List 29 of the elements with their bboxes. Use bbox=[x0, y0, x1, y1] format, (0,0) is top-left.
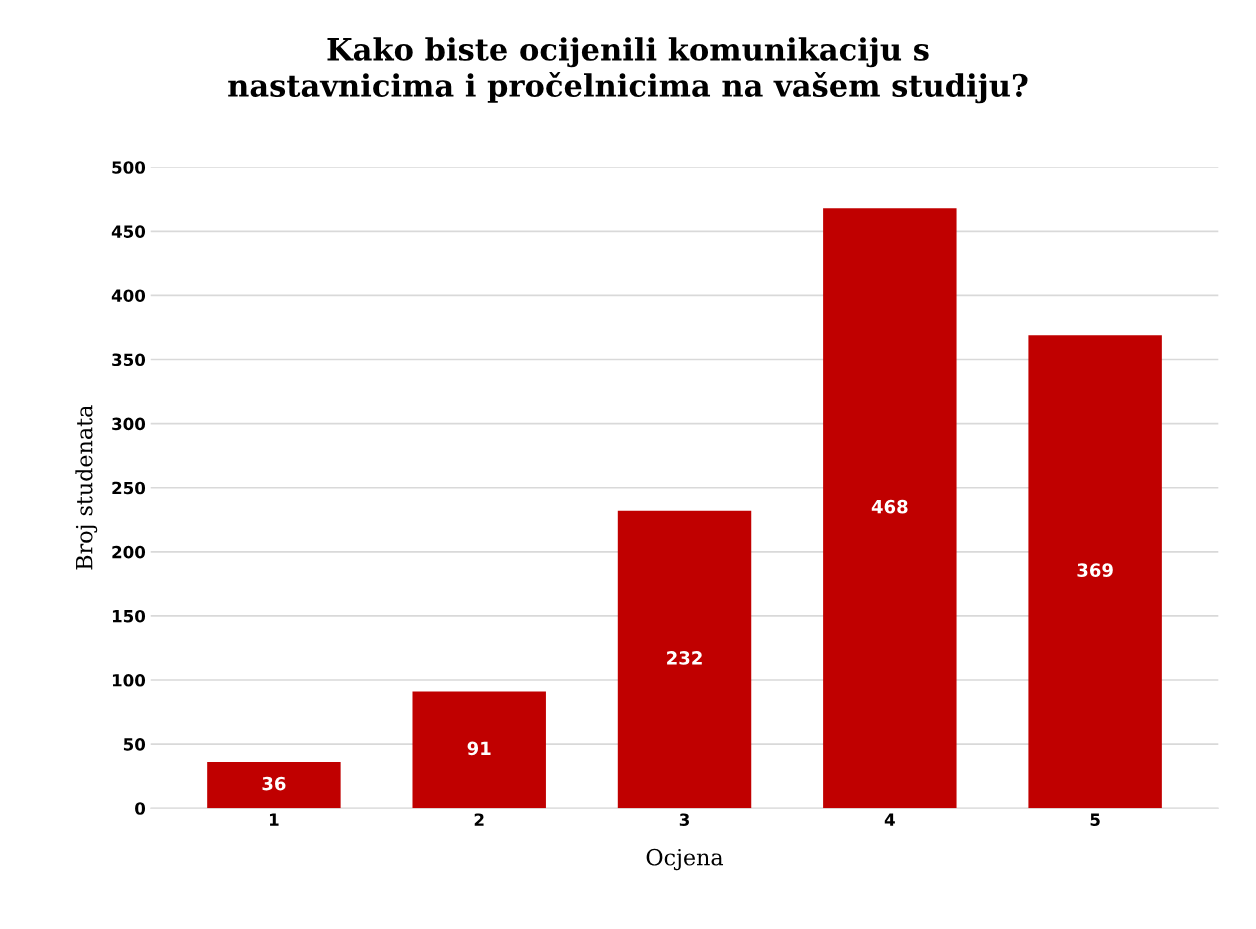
x-tick-label: 5 bbox=[1090, 813, 1100, 826]
y-tick-label: 150 bbox=[112, 609, 146, 623]
y-tick-label: 100 bbox=[112, 673, 146, 687]
data-label: 232 bbox=[667, 651, 702, 665]
bar bbox=[617, 510, 752, 809]
data-label: 369 bbox=[1077, 563, 1113, 577]
data-label: 36 bbox=[262, 776, 286, 791]
data-label: 468 bbox=[871, 499, 908, 514]
bar bbox=[823, 208, 957, 809]
bar bbox=[412, 691, 546, 809]
y-tick-label: 50 bbox=[123, 738, 146, 751]
y-tick-label: 400 bbox=[111, 289, 146, 302]
x-tick-label: 3 bbox=[679, 813, 689, 826]
y-axis-title: Broj studenata bbox=[75, 405, 98, 570]
y-tick-label: 0 bbox=[135, 802, 146, 815]
chart-title: Kako biste ocijenili komunikaciju s nastavnicima i pročelnicima na vašem studiju? bbox=[228, 37, 1028, 104]
y-tick-label: 250 bbox=[112, 481, 146, 495]
x-tick-label: 4 bbox=[884, 813, 895, 826]
y-tick-label: 500 bbox=[112, 161, 146, 174]
y-tick-label: 450 bbox=[111, 225, 146, 238]
bar bbox=[207, 762, 341, 809]
x-tick-label: 1 bbox=[269, 813, 279, 826]
y-tick-label: 300 bbox=[112, 417, 146, 431]
y-tick-label: 350 bbox=[112, 353, 146, 367]
bar bbox=[1028, 335, 1162, 809]
data-label: 91 bbox=[467, 741, 491, 756]
x-axis-title: Ocjena bbox=[646, 848, 724, 871]
y-tick-label: 200 bbox=[112, 545, 146, 559]
x-tick-label: 2 bbox=[474, 813, 484, 826]
